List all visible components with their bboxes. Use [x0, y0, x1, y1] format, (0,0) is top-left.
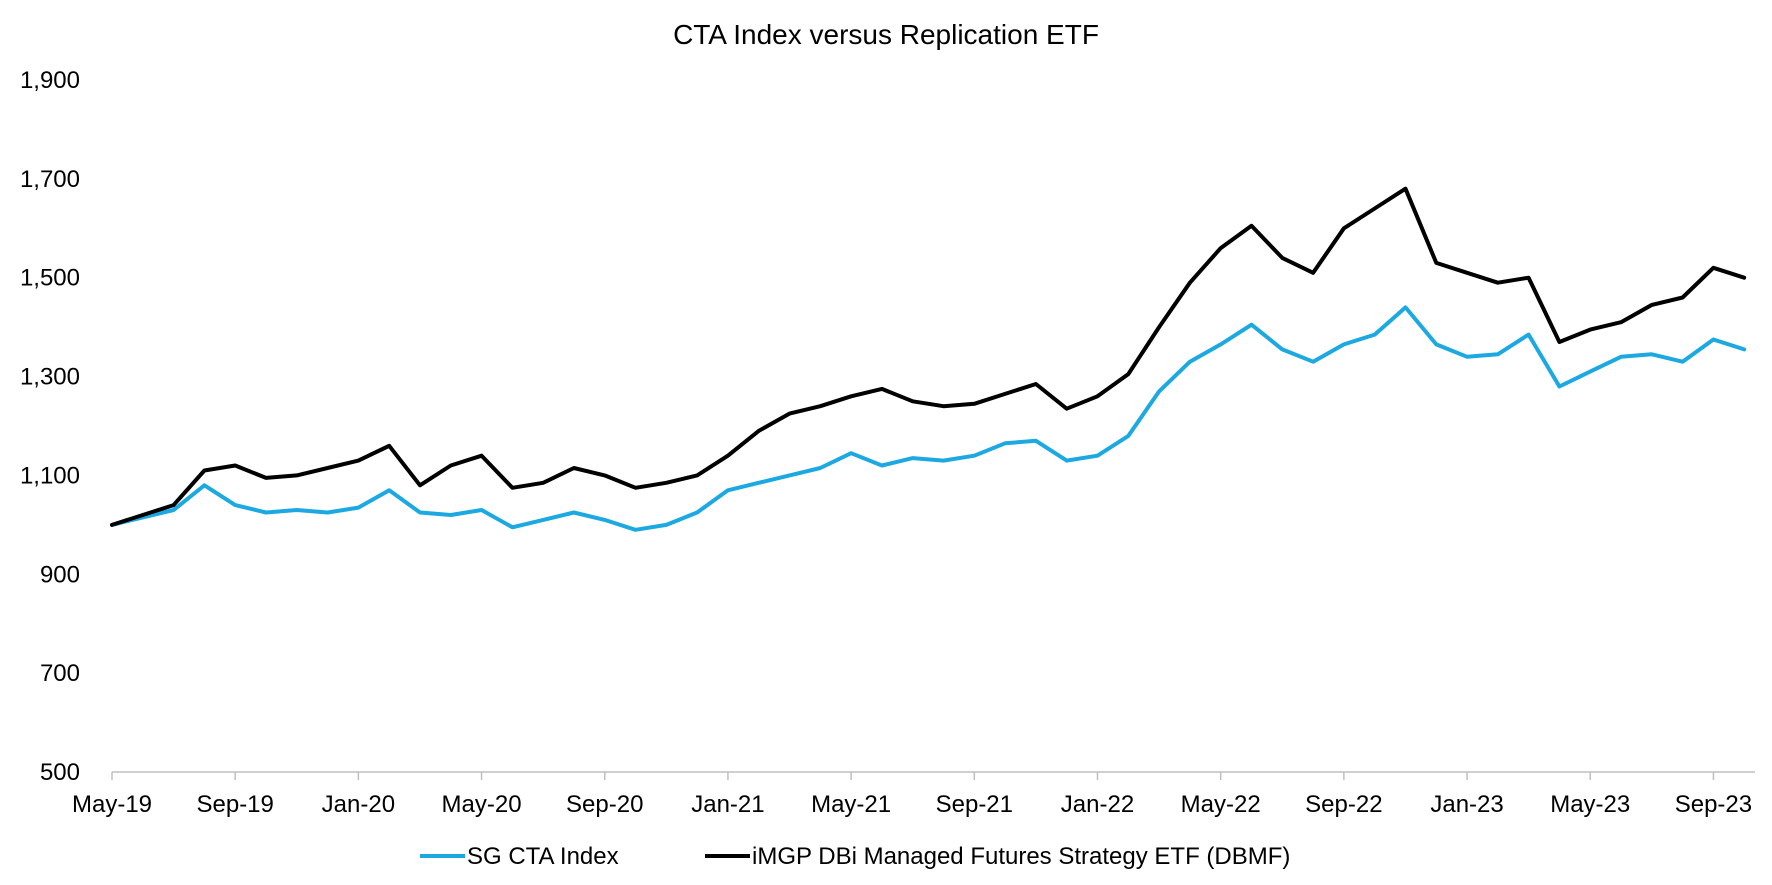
- x-tick-label: May-23: [1550, 791, 1630, 818]
- x-tick-label: Jan-23: [1430, 791, 1503, 818]
- x-tick-label: Sep-20: [566, 791, 643, 818]
- x-tick-label: Sep-21: [936, 791, 1013, 818]
- x-tick-label: May-21: [811, 791, 891, 818]
- y-tick-label: 1,100: [20, 462, 80, 489]
- chart-title: CTA Index versus Replication ETF: [673, 19, 1099, 50]
- x-tick-label: Jan-22: [1061, 791, 1134, 818]
- y-tick-label: 1,700: [20, 166, 80, 193]
- series-line-sg-cta-index: [110, 305, 1747, 532]
- x-tick-label: May-19: [72, 791, 152, 818]
- series-line-dbmf: [110, 186, 1747, 527]
- y-tick-label: 1,900: [20, 67, 80, 94]
- x-tick-label: Sep-22: [1305, 791, 1382, 818]
- legend: SG CTA Index iMGP DBi Managed Futures Str…: [420, 843, 1290, 870]
- x-tick-label: May-22: [1181, 791, 1261, 818]
- x-tick-label: May-20: [442, 791, 522, 818]
- legend-label: SG CTA Index: [467, 843, 619, 870]
- y-tick-label: 500: [40, 759, 80, 786]
- y-tick-label: 1,300: [20, 364, 80, 391]
- y-tick-label: 1,500: [20, 265, 80, 292]
- legend-label: iMGP DBi Managed Futures Strategy ETF (D…: [752, 843, 1290, 870]
- x-tick-label: Jan-21: [691, 791, 764, 818]
- y-tick-label: 700: [40, 660, 80, 687]
- x-tick-label: Sep-19: [196, 791, 273, 818]
- y-tick-label: 900: [40, 561, 80, 588]
- x-tick-label: Jan-20: [322, 791, 395, 818]
- plot-area: 500 700 900 1,100 1,300 1,500 1,700 1,900 May-19…: [20, 67, 1755, 818]
- x-tick-label: Sep-23: [1675, 791, 1752, 818]
